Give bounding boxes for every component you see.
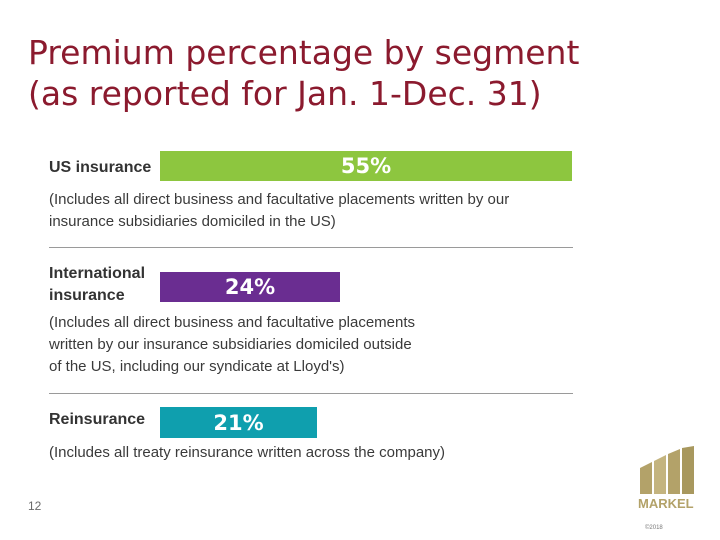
logo-wordmark: MARKEL xyxy=(638,496,694,511)
bar-international-insurance: 24% xyxy=(160,272,340,302)
segment-label: US insurance xyxy=(49,157,151,179)
footnote: ©2018 xyxy=(645,525,663,531)
divider xyxy=(49,247,573,248)
segment-label-line: International xyxy=(49,265,146,282)
segment-note-line: insurance subsidiaries domiciled in the … xyxy=(49,213,336,230)
segment-label-line: insurance xyxy=(49,287,125,304)
segment-note: (Includes all treaty reinsurance written… xyxy=(49,442,445,464)
segment-label: International insurance xyxy=(49,263,145,307)
segment-note-line: (Includes all direct business and facult… xyxy=(49,314,416,331)
title-line-1: Premium percentage by segment xyxy=(28,33,580,72)
segment-note: (Includes all direct business and facult… xyxy=(49,189,509,233)
page-number: 12 xyxy=(28,499,42,513)
bar-us-insurance: 55% xyxy=(160,151,572,181)
markel-logo-icon xyxy=(640,446,694,494)
bar-reinsurance: 21% xyxy=(160,407,317,438)
segment-note-line: (Includes all treaty reinsurance written… xyxy=(49,444,446,461)
title-line-2: (as reported for Jan. 1-Dec. 31) xyxy=(28,74,542,113)
page-title: Premium percentage by segment (as report… xyxy=(28,32,668,114)
segment-label-line: Reinsurance xyxy=(49,411,146,428)
divider xyxy=(49,393,573,394)
segment-note-line: written by our insurance subsidiaries do… xyxy=(49,336,412,353)
bar-value-label: 24% xyxy=(224,275,276,299)
bar-value-label: 21% xyxy=(213,410,264,435)
segment-label: Reinsurance xyxy=(49,409,145,431)
segment-note-line: (Includes all direct business and facult… xyxy=(49,191,510,208)
segment-note-line: of the US, including our syndicate at Ll… xyxy=(49,358,345,375)
segment-label-line: US insurance xyxy=(49,159,152,176)
bar-value-label: 55% xyxy=(340,154,392,178)
segment-note: (Includes all direct business and facult… xyxy=(49,312,415,378)
